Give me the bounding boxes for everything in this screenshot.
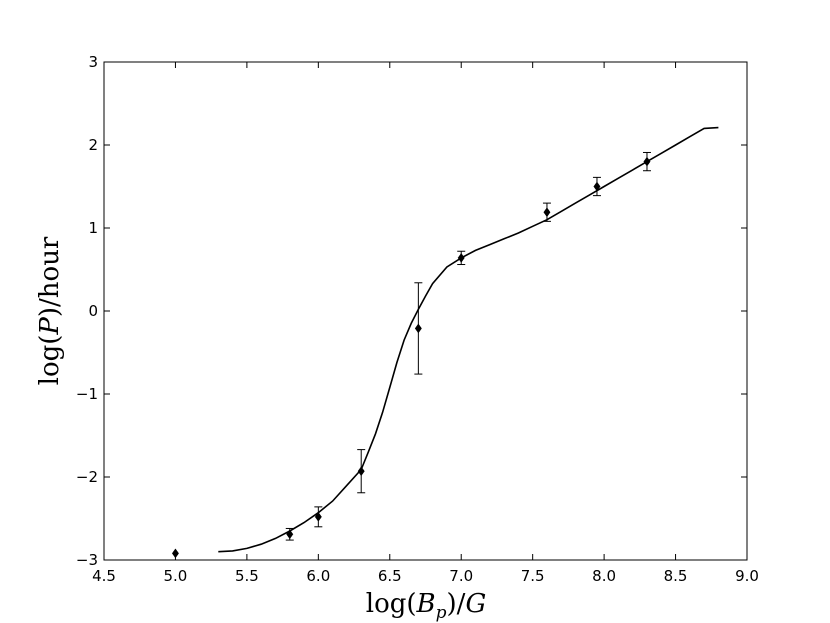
x-axis-label: log(Bp)/G [366, 589, 486, 623]
data-point [543, 207, 551, 218]
x-tick-label: 5.0 [164, 567, 188, 585]
y-tick-label: 1 [88, 219, 98, 237]
plot-frame [103, 61, 748, 561]
chart-ticks-layer: 4.5 5.0 5.5 6.0 6.5 7.0 7.5 8.0 8.5 9.0 −3 −2 −1 0 1 2 3 [76, 53, 759, 585]
y-tick-label: 0 [88, 302, 98, 320]
chart-lines-layer [218, 126, 719, 553]
chart-points-layer [171, 151, 651, 559]
data-point [414, 323, 422, 334]
data-point [357, 466, 365, 477]
y-axis-label: log(P)/hour [35, 236, 65, 385]
x-tick-label: 9.0 [735, 567, 759, 585]
data-point [593, 181, 601, 192]
x-tick-label: 4.5 [92, 567, 116, 585]
data-point [314, 511, 322, 522]
x-tick-label: 8.5 [664, 567, 688, 585]
y-tick-label: 3 [88, 53, 98, 71]
y-tick-label: 2 [88, 136, 98, 154]
x-tick-label: 5.5 [235, 567, 259, 585]
y-tick-label: −1 [76, 385, 98, 403]
data-point [643, 156, 651, 167]
data-point [286, 529, 294, 540]
y-tick-label: −2 [76, 468, 98, 486]
model-curve [218, 126, 719, 553]
x-tick-label: 6.5 [378, 567, 402, 585]
x-tick-label: 6.0 [306, 567, 330, 585]
data-point [457, 252, 465, 263]
y-tick-label: −3 [76, 551, 98, 569]
x-tick-label: 7.5 [521, 567, 545, 585]
x-tick-label: 8.0 [592, 567, 616, 585]
x-tick-label: 7.0 [449, 567, 473, 585]
